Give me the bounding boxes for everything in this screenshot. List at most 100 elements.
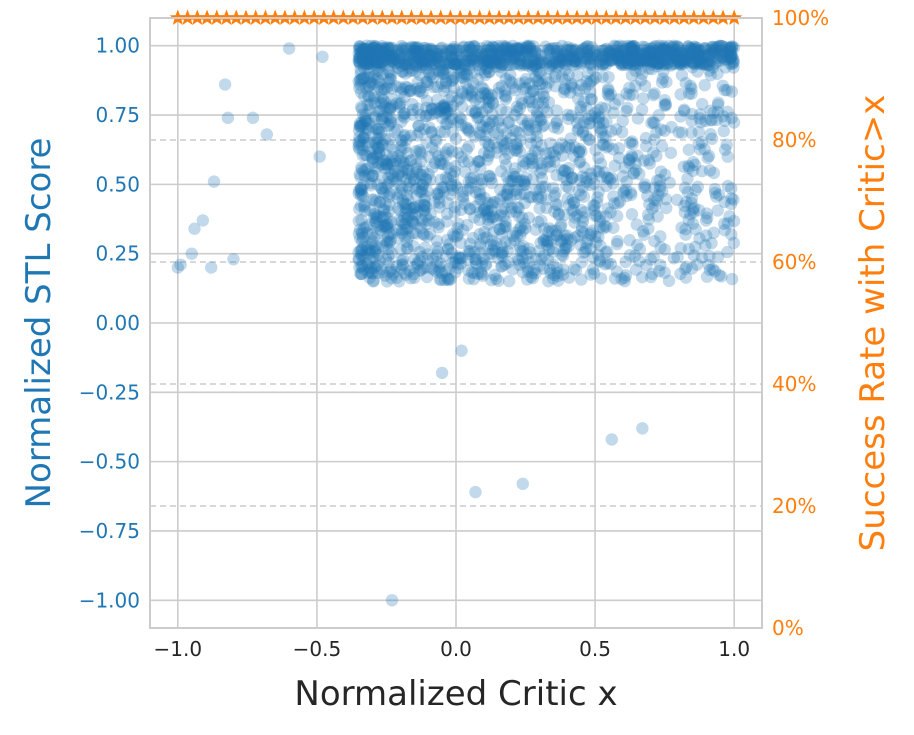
scatter-point xyxy=(670,193,684,207)
scatter-point xyxy=(380,110,393,123)
scatter-point xyxy=(508,57,521,70)
scatter-point xyxy=(653,180,667,193)
scatter-point xyxy=(717,110,730,123)
scatter-point xyxy=(500,90,513,103)
scatter-point xyxy=(425,126,438,139)
scatter-point xyxy=(433,273,447,286)
scatter-point xyxy=(535,120,549,133)
scatter-point xyxy=(354,86,368,99)
scatter-point xyxy=(716,40,729,53)
scatter-point xyxy=(439,117,453,131)
scatter-point xyxy=(574,57,588,71)
scatter-point xyxy=(713,269,726,282)
scatter-point xyxy=(516,477,529,491)
scatter-point xyxy=(523,39,536,53)
scatter-point xyxy=(362,123,375,137)
scatter-point xyxy=(608,159,622,173)
scatter-point xyxy=(724,48,738,62)
scatter-point xyxy=(497,189,510,202)
scatter-point xyxy=(373,254,386,268)
scatter-point xyxy=(573,174,587,187)
scatter-point xyxy=(368,246,382,259)
scatter-point xyxy=(356,143,369,157)
scatter-point xyxy=(566,58,580,72)
scatter-point xyxy=(675,51,688,64)
scatter-point xyxy=(353,55,367,69)
scatter-point xyxy=(657,39,670,53)
scatter-point xyxy=(366,267,380,280)
scatter-point xyxy=(568,52,581,65)
scatter-point xyxy=(568,211,582,224)
scatter-point xyxy=(471,267,485,280)
scatter-point xyxy=(666,50,679,63)
scatter-point xyxy=(395,226,409,240)
scatter-point xyxy=(499,41,513,54)
scatter-point xyxy=(377,202,390,216)
scatter-point xyxy=(643,47,657,60)
scatter-point xyxy=(471,111,484,124)
scatter-point xyxy=(499,92,512,106)
scatter-point xyxy=(494,247,508,260)
scatter-point xyxy=(379,45,392,58)
scatter-point xyxy=(361,57,375,70)
scatter-point xyxy=(608,197,621,210)
scatter-point xyxy=(564,79,578,93)
scatter-point xyxy=(476,105,489,119)
scatter-point xyxy=(464,171,478,185)
scatter-point xyxy=(174,258,187,271)
scatter-point xyxy=(361,259,375,272)
scatter-point xyxy=(430,234,444,247)
scatter-point xyxy=(474,246,487,260)
scatter-point xyxy=(430,93,444,107)
scatter-point xyxy=(372,125,386,139)
scatter-point xyxy=(531,157,545,170)
scatter-point xyxy=(592,110,606,124)
scatter-point xyxy=(573,54,586,68)
scatter-point xyxy=(361,247,374,260)
scatter-point xyxy=(580,40,594,53)
scatter-point xyxy=(533,90,546,104)
scatter-point xyxy=(639,54,653,67)
scatter-point xyxy=(362,57,375,71)
scatter-point xyxy=(561,44,575,57)
scatter-point xyxy=(602,90,616,103)
scatter-point xyxy=(412,51,425,65)
y2-tick-label: 60% xyxy=(772,250,816,274)
scatter-point xyxy=(461,183,475,196)
scatter-point xyxy=(647,45,660,58)
scatter-point xyxy=(365,70,378,84)
scatter-point xyxy=(420,62,433,75)
scatter-point xyxy=(355,243,369,257)
scatter-point xyxy=(499,72,513,85)
scatter-point xyxy=(381,158,394,172)
scatter-point xyxy=(454,66,468,79)
scatter-point xyxy=(352,75,365,88)
scatter-point xyxy=(383,72,396,86)
scatter-point xyxy=(507,51,520,64)
scatter-point xyxy=(588,46,601,59)
scatter-point xyxy=(630,51,643,65)
scatter-point xyxy=(705,47,719,60)
scatter-point xyxy=(485,234,498,247)
scatter-point xyxy=(205,261,218,274)
scatter-point xyxy=(567,196,581,210)
scatter-point xyxy=(610,123,623,136)
scatter-point xyxy=(356,249,369,262)
scatter-point xyxy=(402,49,416,62)
scatter-point xyxy=(675,46,689,60)
scatter-point xyxy=(353,168,366,181)
scatter-point xyxy=(512,201,525,215)
scatter-point xyxy=(648,133,661,146)
scatter-point xyxy=(411,46,424,59)
scatter-point xyxy=(506,58,519,72)
scatter-point xyxy=(666,46,679,60)
scatter-point xyxy=(699,50,712,63)
scatter-point xyxy=(478,225,491,239)
scatter-point xyxy=(449,58,462,71)
scatter-point xyxy=(443,103,457,117)
scatter-point xyxy=(387,265,401,279)
scatter-point xyxy=(360,122,373,135)
scatter-point xyxy=(409,144,423,158)
scatter-point xyxy=(490,146,503,159)
scatter-point xyxy=(375,158,389,171)
